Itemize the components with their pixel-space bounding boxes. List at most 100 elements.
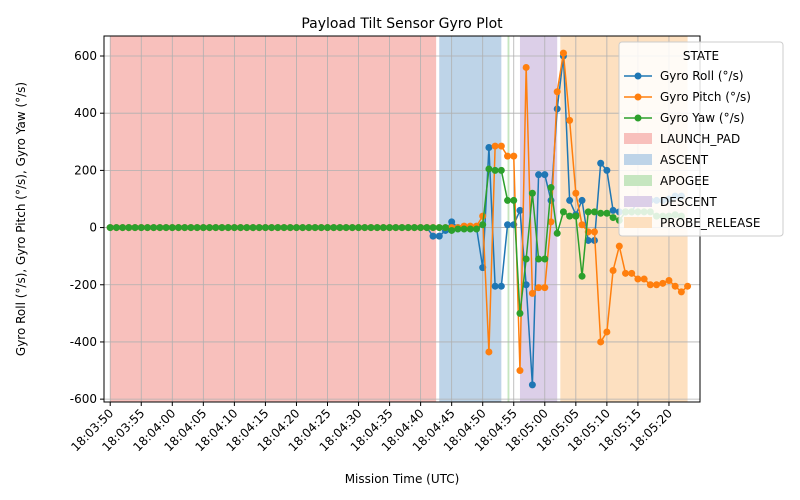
data-point [386,224,394,232]
y-tick-label: 400 [74,106,97,120]
data-point [622,269,629,277]
data-point [286,224,294,232]
data-point [597,338,605,346]
data-point [330,224,338,232]
data-point [603,328,611,336]
data-point [522,281,530,289]
data-point [584,236,592,244]
data-point [423,224,431,232]
data-point [516,309,524,317]
y-tick-label: -600 [70,392,97,406]
data-point [187,224,195,232]
data-point [305,224,313,232]
legend: STATE Gyro Roll (°/s)Gyro Pitch (°/s)Gyr… [618,41,784,237]
data-point [609,206,617,214]
data-point [361,224,369,232]
data-point [336,224,344,232]
data-point [119,224,127,232]
data-point [665,276,673,284]
data-point [112,224,120,232]
y-axis-ticks: -600 -400 -200 0 200 400 600 [70,49,104,406]
data-point [448,218,456,226]
data-point [392,224,400,232]
data-point [355,224,363,232]
data-point [466,225,474,233]
series-2 [106,165,685,317]
data-point [429,224,437,232]
legend-marker [634,72,642,80]
data-point [553,229,561,237]
data-point [224,224,232,232]
data-point [653,281,661,289]
data-point [504,196,512,204]
data-point [379,224,387,232]
data-point [553,105,561,113]
data-point [559,49,567,57]
data-point [299,224,307,232]
data-point [603,209,611,217]
data-point [410,224,418,232]
y-tick-label: 0 [89,221,97,235]
data-point [485,144,493,152]
data-point [348,224,356,232]
legend-box [618,41,784,237]
legend-band-swatch [624,175,652,186]
legend-label: DESCENT [660,195,717,209]
data-point [541,171,549,179]
data-point [541,255,549,263]
data-point [249,224,257,232]
state-band-ascent [439,36,502,402]
data-point [609,214,617,222]
data-point [497,142,505,150]
data-point [317,224,325,232]
data-point [485,165,493,173]
y-axis-label: Gyro Roll (°/s), Gyro Pitch (°/s), Gyro … [14,82,28,356]
data-point [497,166,505,174]
data-point [429,232,437,240]
legend-label: PROBE_RELEASE [660,216,760,230]
data-point [230,224,238,232]
data-point [199,224,207,232]
data-point [510,152,518,160]
y-tick-label: -400 [70,335,97,349]
data-point [435,224,443,232]
legend-marker [634,114,642,122]
data-point [212,224,220,232]
data-point [206,224,214,232]
data-point [590,228,598,236]
data-point [137,224,145,232]
data-point [193,224,201,232]
data-point [615,242,623,250]
data-point [522,63,530,71]
data-point [597,159,605,167]
data-point [125,224,133,232]
data-point [150,224,158,232]
data-point [280,224,288,232]
data-point [435,232,443,240]
data-point [485,348,493,356]
legend-label: Gyro Pitch (°/s) [660,90,751,104]
data-point [181,224,189,232]
data-point [491,282,499,290]
data-point [373,224,381,232]
y-tick-label: 600 [74,49,97,63]
legend-band-swatch [624,154,652,165]
legend-band-swatch [624,196,652,207]
y-tick-label: -200 [70,278,97,292]
data-point [677,288,685,296]
data-point [640,275,648,283]
data-point [324,224,331,232]
data-point [491,142,499,150]
legend-band-swatch [624,133,652,144]
data-point [504,221,512,229]
data-point [460,225,468,233]
state-band-apogee [507,36,510,402]
data-point [417,224,425,232]
data-point [497,282,505,290]
legend-band-swatch [624,217,652,228]
state-band-launch-pad [110,36,437,402]
data-point [566,196,574,204]
data-point [628,269,636,277]
data-point [168,224,176,232]
